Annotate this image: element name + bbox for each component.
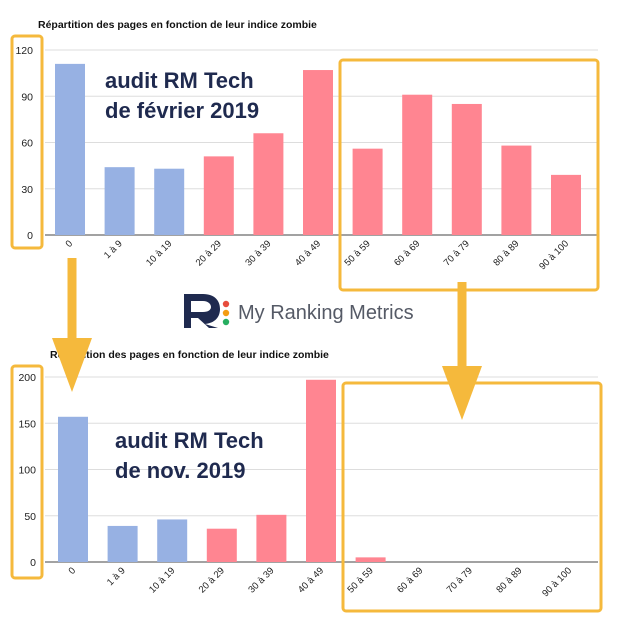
chart-title: Répartition des pages en fonction de leu…: [50, 349, 329, 361]
bar: [355, 557, 386, 562]
bar: [551, 174, 581, 235]
logo-r-icon: [184, 294, 230, 328]
audit-label-top-line2: de février 2019: [105, 98, 259, 123]
bar: [256, 514, 287, 562]
bar: [501, 145, 532, 235]
my-ranking-metrics-logo: My Ranking Metrics: [184, 294, 414, 328]
x-tick-label: 10 à 19: [144, 238, 174, 268]
x-tick-label: 1 à 9: [105, 565, 128, 588]
x-tick-label: 80 à 89: [491, 238, 521, 268]
x-tick-label: 30 à 39: [243, 238, 273, 268]
bar: [107, 525, 138, 562]
x-tick-label: 50 à 59: [343, 238, 373, 268]
x-tick-labels: 0 1 à 9 10 à 19 20 à 29 30 à 39 40 à 49 50 à 5…: [67, 565, 575, 599]
x-tick-label: 80 à 89: [494, 565, 524, 595]
y-tick-label: 60: [21, 138, 33, 150]
x-tick-label: 90 à 100: [540, 565, 574, 599]
y-tick-label: 50: [24, 511, 36, 523]
y-tick-label: 90: [21, 91, 33, 103]
bars: [58, 379, 386, 562]
x-tick-label: 90 à 100: [537, 238, 571, 272]
bar: [306, 379, 336, 562]
y-tick-label: 200: [18, 372, 36, 384]
arrow-left-icon: [52, 258, 92, 392]
x-tick-label: 10 à 19: [147, 565, 177, 595]
bar: [206, 528, 237, 562]
x-tick-label: 0: [67, 565, 79, 577]
bar: [352, 148, 383, 235]
highlight-high-scores-top: [338, 58, 600, 292]
chart-fevrier-2019: Répartition des pages en fonction de leu…: [15, 19, 598, 272]
audit-label-top-line1: audit RM Tech: [105, 68, 254, 93]
y-tick-label: 0: [27, 230, 33, 242]
arrows: [52, 258, 482, 420]
x-tick-label: 20 à 29: [197, 565, 227, 595]
y-tick-label: 0: [30, 557, 36, 569]
bars: [55, 63, 581, 236]
bar: [104, 167, 135, 235]
bar: [253, 133, 284, 235]
chart-nov-2019: Répartition des pages en fonction de leu…: [18, 349, 598, 599]
bar: [451, 103, 482, 235]
highlight-y-axis-bottom: [10, 364, 44, 580]
y-tick-label: 30: [21, 184, 33, 196]
x-tick-label: 70 à 79: [442, 238, 472, 268]
logo-text: My Ranking Metrics: [238, 302, 414, 324]
y-tick-label: 150: [18, 418, 36, 430]
x-tick-label: 20 à 29: [194, 238, 224, 268]
bar: [154, 168, 185, 235]
x-tick-label: 40 à 49: [296, 565, 326, 595]
bar: [402, 94, 433, 235]
bar: [303, 70, 333, 236]
highlight-y-axis-top: [10, 34, 44, 250]
bar: [55, 63, 85, 235]
arrow-right-icon: [442, 282, 482, 420]
y-tick-label: 120: [15, 45, 33, 57]
audit-label-bottom-line2: de nov. 2019: [115, 458, 245, 483]
x-tick-label: 50 à 59: [346, 565, 376, 595]
bar: [157, 519, 188, 562]
bar: [203, 156, 234, 235]
x-tick-label: 30 à 39: [246, 565, 276, 595]
audit-label-bottom-line1: audit RM Tech: [115, 428, 264, 453]
x-tick-label: 1 à 9: [102, 238, 125, 261]
y-tick-label: 100: [18, 465, 36, 477]
x-tick-label: 60 à 69: [392, 238, 422, 268]
x-tick-labels: 0 1 à 9 10 à 19 20 à 29 30 à 39 40 à 49 50 à 5…: [64, 238, 572, 272]
bar: [58, 416, 88, 562]
chart-title: Répartition des pages en fonction de leu…: [38, 19, 317, 31]
x-tick-label: 70 à 79: [445, 565, 475, 595]
x-tick-label: 60 à 69: [395, 565, 425, 595]
y-tick-labels: 0 30 60 90 120: [15, 45, 33, 242]
x-tick-label: 0: [64, 238, 76, 250]
y-tick-labels: 0 50 100 150 200: [18, 372, 36, 569]
x-tick-label: 40 à 49: [293, 238, 323, 268]
